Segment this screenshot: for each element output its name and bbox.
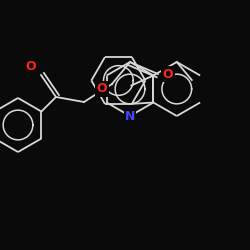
Text: O: O <box>97 82 107 96</box>
Text: O: O <box>26 60 36 74</box>
Text: O: O <box>163 68 173 80</box>
Text: N: N <box>125 110 135 122</box>
